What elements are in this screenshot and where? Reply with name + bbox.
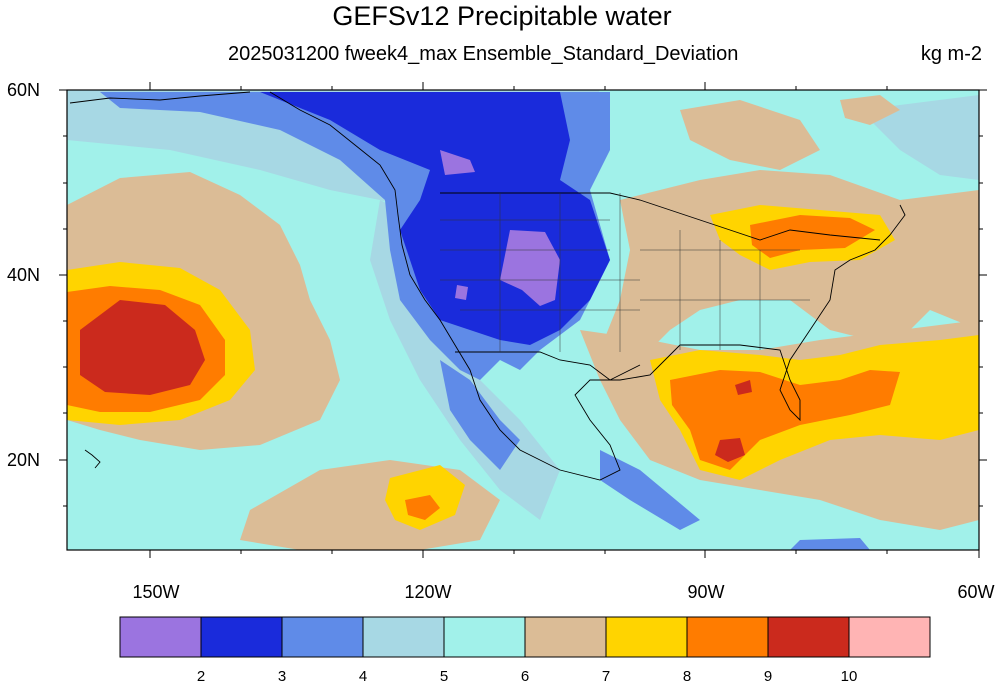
colorbar-swatch xyxy=(119,616,202,658)
contour-field xyxy=(67,90,979,550)
colorbar-label: 7 xyxy=(601,668,611,685)
colorbar-swatch xyxy=(848,616,931,658)
colorbar-label: 4 xyxy=(358,668,368,685)
lon-label-60w: 60W xyxy=(957,582,995,602)
colorbar-swatch xyxy=(605,616,688,658)
map-frame xyxy=(66,89,980,551)
units-label: kg m-2 xyxy=(920,43,982,65)
colorbar-swatch xyxy=(362,616,445,658)
colorbar-label: 6 xyxy=(520,668,530,685)
plot-title: GEFSv12 Precipitable water xyxy=(332,1,672,31)
colorbar-label: 10 xyxy=(840,668,858,685)
lon-label-150w: 150W xyxy=(132,582,180,602)
colorbar-swatch xyxy=(524,616,607,658)
colorbar-label: 5 xyxy=(439,668,449,685)
colorbar-swatch xyxy=(281,616,364,658)
colorbar-swatch xyxy=(443,616,526,658)
colorbar xyxy=(119,616,931,658)
colorbar-label: 8 xyxy=(682,668,692,685)
lat-label-40n: 40N xyxy=(6,265,40,285)
colorbar-swatch xyxy=(767,616,850,658)
state-borders xyxy=(440,193,810,352)
axis-ticks xyxy=(59,82,987,558)
lat-label-60n: 60N xyxy=(6,80,40,100)
colorbar-label: 2 xyxy=(196,668,206,685)
colorbar-swatch xyxy=(200,616,283,658)
colorbar-swatch xyxy=(686,616,769,658)
lon-label-90w: 90W xyxy=(687,582,725,602)
lon-label-120w: 120W xyxy=(404,582,452,602)
lat-label-20n: 20N xyxy=(6,450,40,470)
colorbar-label: 9 xyxy=(763,668,773,685)
colorbar-label: 3 xyxy=(277,668,287,685)
plot-subtitle: 2025031200 fweek4_max Ensemble_Standard_… xyxy=(228,43,739,65)
